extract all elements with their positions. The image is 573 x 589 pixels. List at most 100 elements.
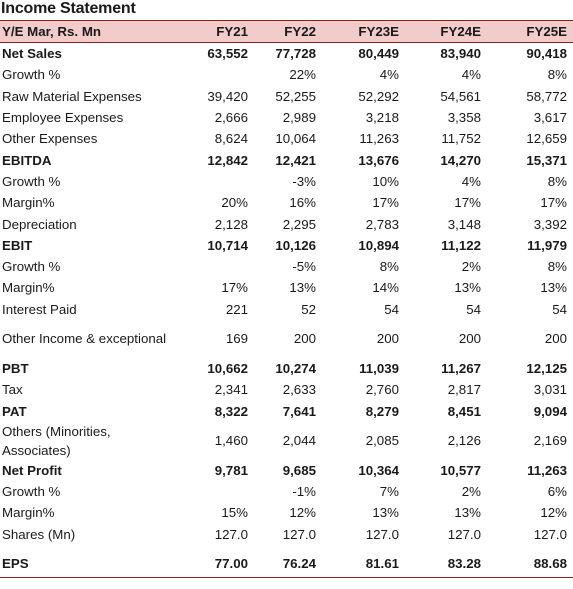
cell-fy24e: 11,122 [441, 237, 481, 253]
table-row: EBIT 10,714 10,126 10,894 11,122 11,979 [0, 235, 573, 256]
cell-fy24e: 11,267 [441, 361, 481, 376]
row-label: EBIT [2, 237, 33, 253]
cell-fy24e: 2,817 [447, 382, 481, 398]
cell-fy21: 169 [225, 331, 248, 347]
cell-fy22: 127.0 [282, 526, 316, 542]
cell-fy22: 10,274 [275, 361, 316, 376]
cell-fy21 [186, 64, 254, 85]
cell-fy22: 9,685 [282, 462, 316, 478]
row-label: Other Income & exceptional [2, 331, 167, 347]
cell-fy25e: 9,094 [533, 403, 567, 419]
cell-fy23e: 52,292 [358, 88, 399, 104]
cell-fy25e: 88.68 [487, 544, 573, 578]
cell-fy25e: 8% [547, 259, 567, 275]
cell-fy22: 200 [293, 331, 316, 347]
header-fy22: FY22 [254, 20, 322, 43]
table-row: Margin% 20% 16% 17% 17% 17% [0, 192, 573, 213]
cell-fy23e: 2,783 [365, 216, 399, 232]
income-statement-table: Y/E Mar, Rs. Mn FY21 FY22 FY23E FY24E FY… [0, 20, 573, 578]
cell-fy22: 7,641 [282, 403, 316, 419]
cell-fy23e: 10,894 [358, 237, 399, 253]
cell-fy24e: 54,561 [440, 88, 481, 104]
row-label: Growth % [2, 67, 61, 83]
row-label: Interest Paid [2, 301, 77, 317]
cell-fy25e: 3,392 [533, 216, 567, 232]
cell-fy23e: 54 [384, 301, 399, 317]
table-row: Other Income & exceptional 169 200 200 200 20… [0, 320, 573, 358]
cell-fy23e: 10,364 [358, 462, 399, 478]
cell-fy21: 221 [225, 301, 248, 317]
cell-fy23e: 2,760 [365, 382, 399, 398]
cell-fy23e: 13,676 [358, 152, 399, 168]
cell-fy25e: 6% [547, 484, 567, 500]
cell-fy23e: 8,279 [365, 403, 399, 419]
cell-fy22: -3% [292, 173, 316, 189]
table-row: Net Sales 63,552 77,728 80,449 83,940 90,418 [0, 43, 573, 65]
cell-fy22: 12% [289, 505, 316, 521]
header-row: Y/E Mar, Rs. Mn FY21 FY22 FY23E FY24E FY… [0, 20, 573, 43]
cell-fy21: 9,781 [214, 462, 248, 478]
cell-fy25e: 12,659 [526, 131, 567, 147]
cell-fy21: 15% [221, 505, 248, 521]
cell-fy24e: 17% [454, 195, 481, 211]
cell-fy24e: 200 [458, 331, 481, 347]
cell-fy24e: 3,358 [447, 110, 481, 126]
cell-fy25e: 13% [540, 280, 567, 296]
cell-fy23e: 13% [372, 505, 399, 521]
cell-fy22: 2,044 [282, 433, 316, 449]
row-label: Depreciation [2, 216, 77, 232]
cell-fy23e: 2,085 [365, 433, 399, 449]
row-label: Growth % [2, 259, 61, 275]
cell-fy23e: 17% [372, 195, 399, 211]
row-label: Margin% [2, 195, 55, 211]
cell-fy21: 20% [221, 195, 248, 211]
cell-fy21: 2,666 [214, 110, 248, 126]
cell-fy21: 2,341 [214, 382, 248, 398]
cell-fy23e: 8% [379, 259, 399, 275]
cell-fy24e: 127.0 [447, 526, 481, 542]
cell-fy22: 12,421 [275, 152, 316, 168]
table-row: Margin% 15% 12% 13% 13% 12% [0, 502, 573, 523]
table-row: Growth % 22% 4% 4% 8% [0, 64, 573, 85]
table-row: Others (Minorities, Associates) 1,460 2,04… [0, 422, 573, 460]
cell-fy22: 22% [289, 67, 316, 83]
row-label: Raw Material Expenses [2, 88, 142, 104]
table-row: Shares (Mn) 127.0 127.0 127.0 127.0 127.0 [0, 524, 573, 545]
cell-fy23e: 7% [379, 484, 399, 500]
cell-fy25e: 11,263 [527, 462, 567, 478]
cell-fy22: 2,295 [282, 216, 316, 232]
row-label: Margin% [2, 505, 55, 521]
cell-fy25e: 54 [552, 301, 567, 317]
row-label: Margin% [2, 280, 55, 296]
header-fy25e: FY25E [487, 20, 573, 43]
cell-fy23e: 11,263 [359, 131, 399, 147]
cell-fy25e: 12% [540, 505, 567, 521]
cell-fy25e: 200 [544, 331, 567, 347]
cell-fy21: 63,552 [207, 46, 248, 62]
row-label: Shares (Mn) [2, 526, 76, 542]
cell-fy25e: 12,125 [526, 361, 567, 376]
cell-fy24e: 3,148 [447, 216, 481, 232]
cell-fy24e: 83,940 [440, 46, 481, 62]
table-row: EBITDA 12,842 12,421 13,676 14,270 15,371 [0, 149, 573, 170]
cell-fy22: 77,728 [275, 46, 316, 62]
cell-fy24e: 83.28 [405, 544, 487, 578]
cell-fy24e: 2% [461, 484, 481, 500]
row-label: EBITDA [2, 152, 52, 168]
cell-fy21: 1,460 [214, 433, 248, 449]
cell-fy23e: 127.0 [365, 526, 399, 542]
row-label: Net Sales [2, 46, 62, 62]
cell-fy24e: 4% [461, 67, 481, 83]
row-label: Net Profit [2, 462, 62, 478]
table-row: EPS 77.00 76.24 81.61 83.28 88.68 [0, 544, 573, 578]
cell-fy24e: 2,126 [447, 433, 481, 449]
table-row: PBT 10,662 10,274 11,039 11,267 12,125 [0, 358, 573, 379]
row-label: PAT [2, 403, 27, 419]
cell-fy21 [186, 256, 254, 277]
cell-fy21 [186, 481, 254, 502]
cell-fy23e: 14% [372, 280, 399, 296]
table-row: Net Profit 9,781 9,685 10,364 10,577 11,263 [0, 460, 573, 481]
table-title: Income Statement [1, 0, 136, 17]
table-row: Growth % -5% 8% 2% 8% [0, 256, 573, 277]
row-label: PBT [2, 361, 29, 376]
